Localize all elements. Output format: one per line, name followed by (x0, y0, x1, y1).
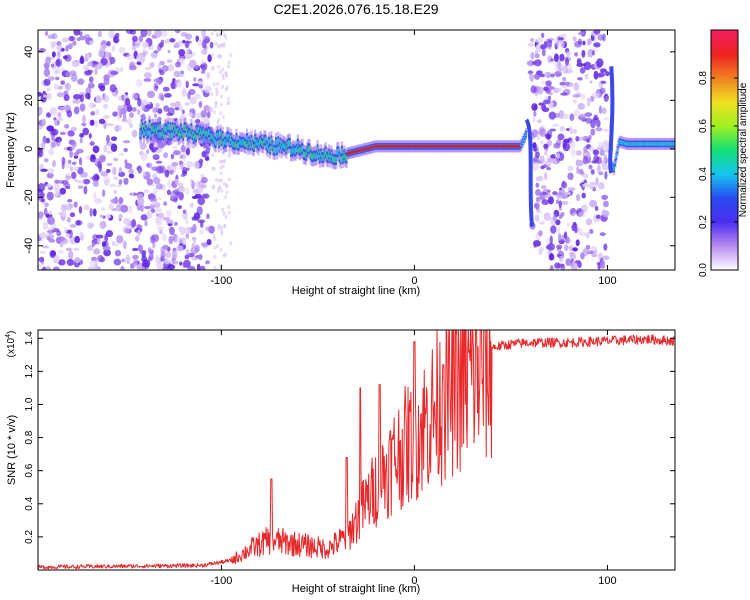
spectrogram-x-axis-label: Height of straight line (km) (292, 285, 420, 297)
spectrogram-x-tick-label: 100 (598, 275, 616, 287)
spectrogram-y-tick-label: 20 (23, 94, 35, 106)
spectrogram-y-tick-label: -40 (23, 238, 35, 254)
snr-y-scale-label: (x104) (5, 331, 17, 358)
colorbar-gradient (710, 29, 739, 271)
spectrogram-x-tick-label: 0 (411, 275, 417, 287)
ridge-streak-right (608, 66, 615, 174)
snr-y-tick-label: 1.0 (24, 397, 35, 411)
snr-y-tick-label: 0.8 (24, 430, 35, 444)
colorbar-tick-label: 0.0 (698, 263, 709, 277)
noise-region (38, 30, 215, 270)
snr-ticks: -100 0 100 0.2 0.4 0.6 0.8 1.0 1.2 1.4 (24, 330, 675, 587)
snr-series-line (38, 330, 675, 570)
spectrogram-y-tick-label: 40 (23, 46, 35, 58)
snr-y-tick-label: 1.2 (24, 364, 35, 378)
spectrogram-y-tick-label: 0 (23, 146, 35, 152)
snr-y-tick-label: 1.4 (24, 331, 35, 345)
snr-y-tick-label: 0.2 (24, 530, 35, 544)
snr-plot: -100 0 100 0.2 0.4 0.6 0.8 1.0 1.2 1.4 Height of … (5, 329, 676, 595)
colorbar-ticks: 0.0 0.2 0.4 0.6 0.8 (698, 71, 738, 277)
figure-title: C2E1.2026.076.15.18.E29 (273, 1, 438, 17)
spectrogram-y-tick-label: -20 (23, 189, 35, 205)
spectrogram-frame (37, 29, 676, 271)
noise-region (526, 30, 611, 270)
spectrogram-y-axis-label: Frequency (Hz) (5, 112, 17, 188)
snr-x-axis-label: Height of straight line (km) (292, 583, 420, 595)
snr-y-axis-label: SNR (10 * v/v) (6, 415, 18, 485)
spectrogram-plot: -100 0 100 -40 -20 0 20 40 Height of straight l… (5, 29, 676, 297)
ridge-core (346, 144, 521, 156)
colorbar-tick-label: 0.8 (698, 71, 709, 85)
colorbar: 0.0 0.2 0.4 0.6 0.8 Normalized spectral ampl… (698, 29, 749, 277)
colorbar-tick-label: 0.4 (698, 167, 709, 181)
snr-x-tick-label: 0 (411, 575, 417, 587)
noise-fringe (210, 30, 233, 270)
snr-y-tick-label: 0.4 (24, 496, 35, 510)
spectrogram-ticks: -100 0 100 -40 -20 0 20 40 (23, 30, 675, 287)
spectrogram-x-tick-label: -100 (210, 275, 232, 287)
snr-x-tick-label: 100 (598, 575, 616, 587)
colorbar-tick-label: 0.6 (698, 119, 709, 133)
ridge-streak-left (524, 118, 535, 227)
snr-frame (37, 329, 676, 571)
colorbar-tick-label: 0.2 (698, 215, 709, 229)
snr-y-tick-label: 0.6 (24, 463, 35, 477)
snr-x-tick-label: -100 (210, 575, 232, 587)
spectrogram-marks (38, 30, 675, 270)
colorbar-label: Normalized spectral amplitude (738, 82, 749, 217)
